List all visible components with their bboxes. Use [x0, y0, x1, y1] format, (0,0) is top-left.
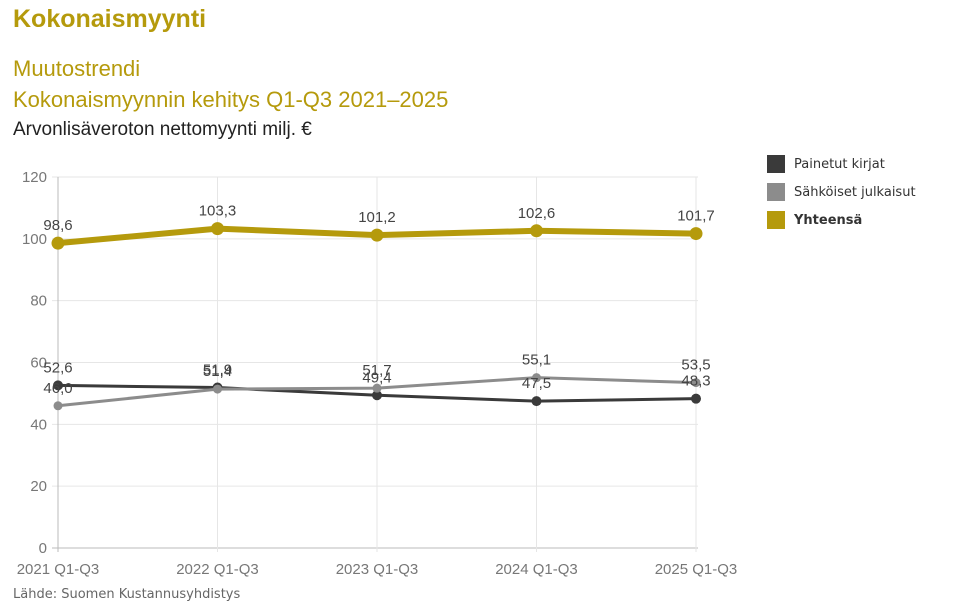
data-point — [532, 373, 541, 383]
data-label: 52,6 — [43, 359, 72, 376]
data-label: 51,4 — [203, 363, 232, 380]
y-tick-label: 20 — [30, 478, 47, 495]
data-label: 98,6 — [43, 217, 72, 234]
legend-swatch — [767, 155, 785, 173]
y-tick-label: 60 — [30, 355, 47, 372]
data-label: 53,5 — [681, 357, 710, 374]
data-label: 46,0 — [43, 380, 72, 397]
page-title: Kokonaismyynti — [13, 5, 207, 33]
data-point — [691, 393, 701, 404]
data-label: 55,1 — [522, 352, 551, 369]
data-point — [211, 222, 224, 236]
data-label: 101,7 — [677, 208, 715, 225]
x-tick-label: 2024 Q1-Q3 — [495, 561, 578, 578]
data-point — [372, 390, 382, 401]
data-label: 47,5 — [522, 375, 551, 392]
data-point — [53, 380, 63, 391]
x-tick-label: 2025 Q1-Q3 — [655, 561, 738, 578]
data-label: 103,3 — [199, 203, 237, 220]
y-tick-label: 40 — [30, 416, 47, 433]
legend-label: Sähköiset julkaisut — [794, 184, 916, 200]
data-label: 51,7 — [362, 362, 391, 379]
legend-item-painetut[interactable]: Painetut kirjat — [767, 150, 916, 178]
y-tick-label: 0 — [39, 540, 47, 557]
data-point — [531, 396, 542, 407]
x-tick-label: 2022 Q1-Q3 — [176, 561, 259, 578]
x-tick-label: 2021 Q1-Q3 — [17, 561, 100, 578]
data-label: 101,2 — [358, 209, 396, 226]
data-point — [53, 401, 63, 411]
data-point — [689, 227, 703, 241]
data-label: 102,6 — [518, 205, 556, 222]
chart-title: Kokonaismyynnin kehitys Q1-Q3 2021–2025 — [13, 87, 449, 112]
data-point — [370, 228, 384, 242]
y-tick-label: 80 — [30, 293, 47, 310]
data-point — [691, 378, 701, 388]
data-point — [51, 236, 65, 250]
data-point — [530, 224, 543, 238]
data-point — [372, 383, 382, 393]
data-label: 49,4 — [362, 369, 391, 386]
legend: Painetut kirjat Sähköiset julkaisut Yhte… — [767, 150, 916, 234]
data-label: 48,3 — [681, 373, 710, 390]
data-point — [213, 384, 222, 394]
y-tick-label: 120 — [22, 169, 47, 186]
line-chart: 0 20 40 60 80 100 120 2021 Q1-Q3 2022 Q1-Q3 2023 … — [17, 169, 738, 578]
legend-swatch — [767, 211, 785, 229]
source-note: Lähde: Suomen Kustannusyhdistys — [13, 587, 241, 602]
x-tick-label: 2023 Q1-Q3 — [336, 561, 419, 578]
legend-label: Yhteensä — [794, 212, 863, 228]
legend-item-sahkoiset[interactable]: Sähköiset julkaisut — [767, 178, 916, 206]
y-tick-label: 100 — [22, 231, 47, 248]
legend-swatch — [767, 183, 785, 201]
chart-subtitle: Muutostrendi — [13, 56, 141, 81]
legend-label: Painetut kirjat — [794, 156, 885, 172]
legend-item-yhteensa[interactable]: Yhteensä — [767, 206, 916, 234]
data-label: 51,9 — [203, 362, 232, 379]
unit-label: Arvonlisäveroton nettomyynti milj. € — [13, 119, 312, 140]
